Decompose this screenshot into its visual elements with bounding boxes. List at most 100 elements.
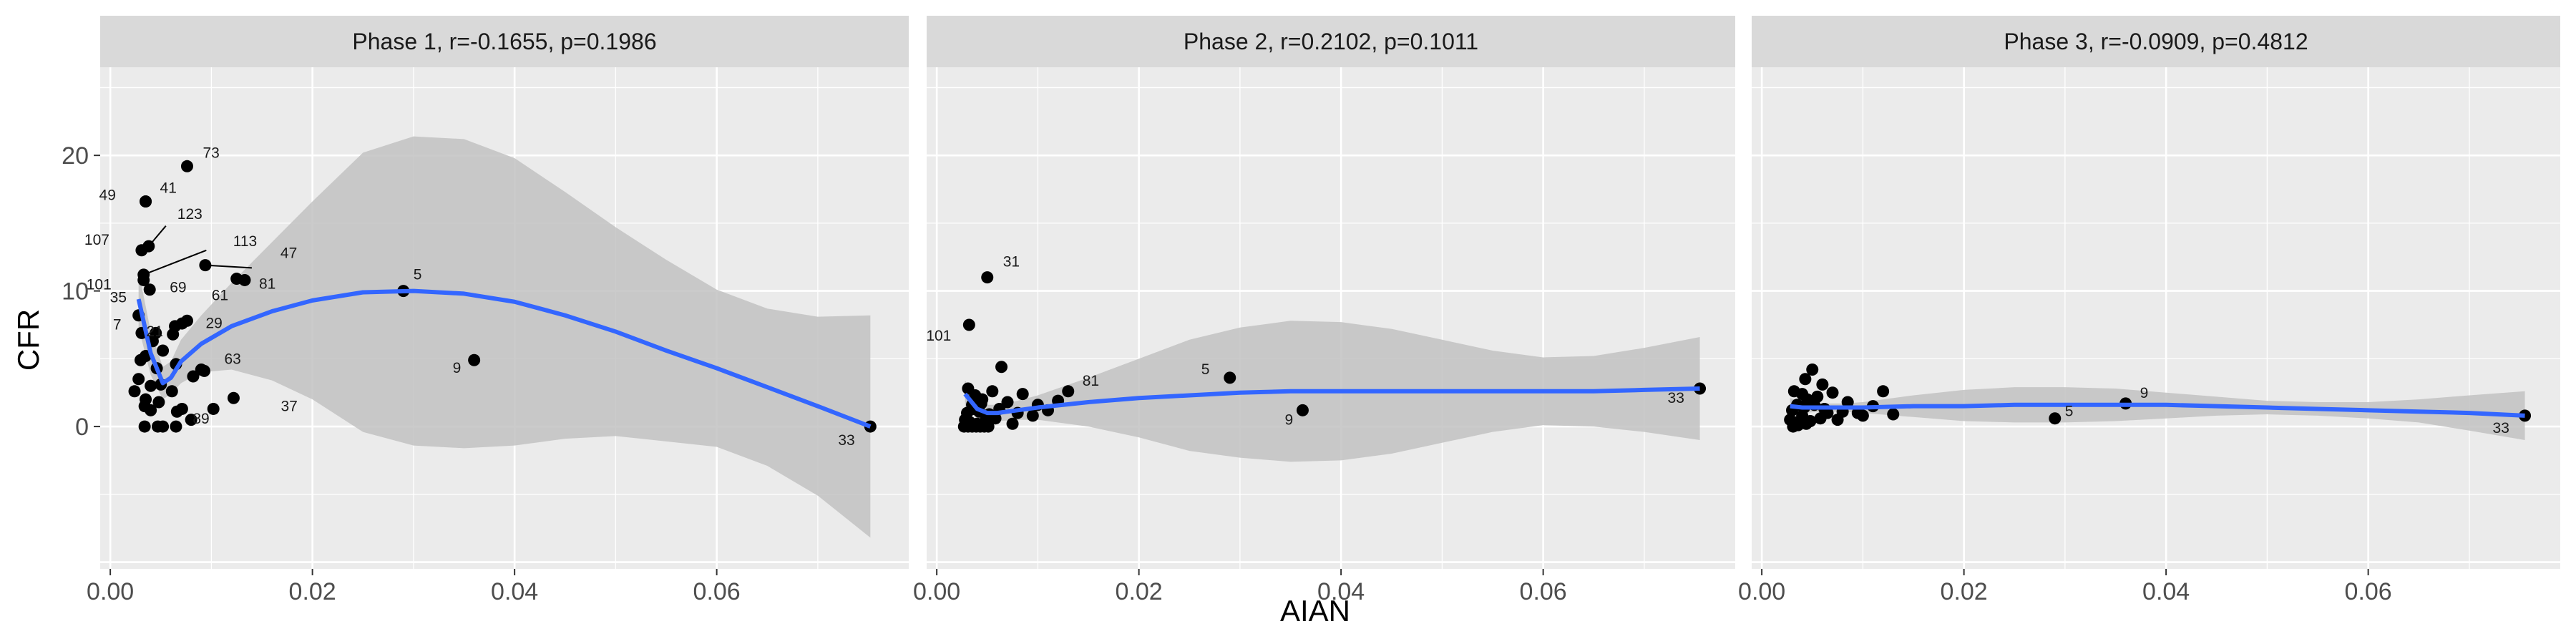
x-tick-label: 0.04 xyxy=(1317,578,1365,605)
data-point xyxy=(1026,409,1039,422)
data-point xyxy=(135,353,147,366)
x-tick-label: 0.04 xyxy=(491,578,538,605)
point-label: 107 xyxy=(84,232,109,248)
point-label: 9 xyxy=(453,360,462,376)
facet-title: Phase 3, r=-0.0909, p=0.4812 xyxy=(2004,29,2308,54)
data-point xyxy=(1062,385,1075,398)
data-point xyxy=(1856,409,1869,422)
data-point xyxy=(175,402,188,415)
smooth-trend-line xyxy=(136,288,872,429)
data-point xyxy=(128,385,141,398)
facet-strip xyxy=(100,16,909,67)
point-label: 21 xyxy=(147,323,163,340)
facet-strip xyxy=(1752,16,2560,67)
data-point xyxy=(180,160,193,172)
data-point xyxy=(995,361,1008,374)
point-label: 33 xyxy=(1668,390,1684,406)
facet-title: Phase 2, r=0.2102, p=0.1011 xyxy=(1184,29,1478,54)
data-point xyxy=(157,420,170,433)
point-label: 5 xyxy=(1201,361,1210,378)
data-point xyxy=(167,328,180,341)
point-label: 33 xyxy=(2493,420,2509,436)
data-point xyxy=(1831,414,1844,426)
y-tick-label: 20 xyxy=(62,142,89,170)
data-point xyxy=(140,195,152,208)
data-point xyxy=(1006,417,1019,430)
point-label: 9 xyxy=(2140,385,2149,401)
data-point xyxy=(207,402,220,415)
facet-strip xyxy=(927,16,1735,67)
point-label: 5 xyxy=(414,267,422,283)
point-label: 47 xyxy=(280,245,297,262)
data-point xyxy=(981,271,994,284)
point-label: 123 xyxy=(177,206,203,223)
data-point xyxy=(1821,406,1834,419)
x-tick-label: 0.06 xyxy=(2345,578,2392,605)
data-point xyxy=(1799,373,1812,386)
data-point xyxy=(185,414,197,426)
point-label: 63 xyxy=(224,351,240,367)
data-point xyxy=(1841,396,1854,409)
point-label: 101 xyxy=(87,276,112,293)
data-point xyxy=(1224,371,1236,384)
data-point xyxy=(982,420,995,433)
data-point xyxy=(227,391,240,404)
data-point xyxy=(150,326,162,339)
point-label: 37 xyxy=(280,398,297,414)
data-point xyxy=(1806,363,1819,376)
point-label: 89 xyxy=(192,411,209,427)
data-point xyxy=(2049,412,2062,425)
confidence-band xyxy=(138,136,871,538)
facet-panel-2: Phase 2, r=0.2102, p=0.1011 31 101 81 5 9 33 0.… xyxy=(913,16,1735,605)
smooth-trend-line xyxy=(1790,402,2525,418)
data-point xyxy=(137,273,150,286)
y-axis-title: CFR xyxy=(11,309,45,371)
x-tick-label: 0.00 xyxy=(913,578,960,605)
data-point xyxy=(157,344,170,357)
point-label: 81 xyxy=(1083,373,1099,389)
panel-background xyxy=(1752,67,2560,569)
data-point xyxy=(170,420,182,433)
data-point xyxy=(1800,417,1813,430)
data-point xyxy=(1877,385,1890,398)
point-label: 29 xyxy=(205,315,222,331)
data-point xyxy=(145,404,157,416)
panel-background xyxy=(927,67,1735,569)
x-tick-label: 0.00 xyxy=(1738,578,1785,605)
x-tick-label: 0.06 xyxy=(693,578,741,605)
smooth-trend-line xyxy=(963,386,1700,416)
x-tick-label: 0.02 xyxy=(289,578,336,605)
data-point xyxy=(1296,404,1309,416)
data-point xyxy=(180,314,193,327)
facet-panel-3: Phase 3, r=-0.0909, p=0.4812 5 9 33 0.00 0.02… xyxy=(1738,16,2560,605)
data-point xyxy=(1816,378,1829,391)
data-point xyxy=(143,283,156,296)
point-label: 5 xyxy=(2065,404,2074,420)
point-label: 7 xyxy=(113,316,122,333)
point-label: 81 xyxy=(259,275,275,292)
point-label: 113 xyxy=(233,233,257,250)
data-point xyxy=(1826,386,1839,399)
point-label: 9 xyxy=(1284,411,1293,428)
data-point xyxy=(145,379,157,392)
data-point xyxy=(975,397,987,410)
confidence-band xyxy=(1790,387,2525,441)
x-axis-title: AIAN xyxy=(1280,594,1350,628)
x-tick-label: 0.06 xyxy=(1520,578,1567,605)
point-label: 31 xyxy=(1003,254,1020,270)
label-leader-line xyxy=(143,249,207,275)
data-point xyxy=(165,385,178,398)
point-label: 33 xyxy=(838,432,854,449)
data-point xyxy=(138,420,151,433)
y-tick-label: 10 xyxy=(62,278,89,306)
data-point xyxy=(187,370,200,383)
data-point xyxy=(199,259,212,272)
point-label: 69 xyxy=(170,280,186,296)
y-tick-label: 0 xyxy=(75,414,89,441)
data-point xyxy=(468,353,481,366)
label-leader-line xyxy=(205,264,252,269)
data-point xyxy=(962,318,975,331)
point-label: 101 xyxy=(926,328,951,344)
data-point xyxy=(238,273,251,286)
